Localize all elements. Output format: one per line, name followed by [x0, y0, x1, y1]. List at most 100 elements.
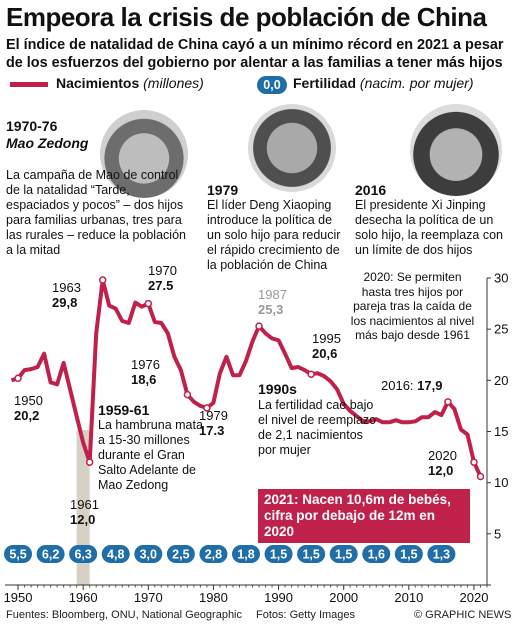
label-2016-year: 2016: [381, 378, 414, 393]
fertility-badge-label: 2,8 [205, 548, 222, 562]
famine-text: La hambruna mata a 15-30 millones durant… [98, 418, 203, 492]
fertility-badge: 1,8 [232, 545, 260, 563]
fertility-badge: 6,3 [69, 545, 98, 563]
x-tick-label: 1950 [4, 590, 33, 605]
births-point [307, 370, 315, 378]
fertility-badge: 1,5 [297, 545, 326, 563]
x-tick-label: 1980 [199, 590, 228, 605]
fertility-badges: 5,5 6,2 6,3 4,8 3,0 2,5 2,8 1,8 1,5 1,5 1,5 1,6 1,5 1… [4, 545, 456, 563]
fertility-badge-label: 5,5 [9, 548, 26, 562]
point-markers [14, 276, 485, 481]
xi-text: El presidente Xi Jinping desecha la polí… [355, 198, 503, 257]
deng-text: El líder Deng Xiaoping introduce la polí… [207, 198, 341, 272]
y-tick-label: 25 [494, 322, 508, 337]
fertility-badge: 1,3 [427, 545, 456, 563]
fertility-badge: 2,5 [166, 545, 195, 563]
fertility-badge-bg [394, 545, 423, 563]
fertility-badge-label: 1,3 [433, 548, 450, 562]
label-1963-year: 1963 [52, 280, 81, 295]
mao-text: La campaña de Mao de control de la natal… [6, 168, 186, 257]
births-point [203, 404, 211, 412]
y-tick-label: 5 [494, 526, 501, 541]
footer-sources: Fuentes: Bloomberg, ONU, National Geogra… [6, 609, 243, 621]
fertility-badge-bg [134, 545, 163, 563]
legend-births-unit: (millones) [143, 75, 204, 91]
fertility-badge: 1,6 [362, 545, 391, 563]
x-tick-label: 1990 [264, 590, 293, 605]
xi-year: 2016 [355, 182, 387, 198]
fertility-badge-label: 1,5 [335, 548, 352, 562]
xi-portrait [410, 104, 502, 196]
births-point [98, 276, 107, 284]
label-1976-value: 18,6 [131, 372, 157, 387]
fertility-badge-label: 3,0 [140, 548, 157, 562]
births-point [144, 299, 153, 308]
legend-births-swatch [10, 82, 48, 87]
fertility-badge-label: 1,5 [302, 548, 319, 562]
label-2016-value: 17,9 [417, 378, 443, 393]
fertility-badge-bg [427, 545, 456, 563]
y-tick-label: 10 [494, 475, 508, 490]
fertility-badge-label: 1,8 [237, 548, 254, 562]
label-1950-value: 20,2 [14, 408, 40, 423]
births-point [183, 390, 192, 399]
label-1995-value: 20,6 [312, 346, 338, 361]
x-tick-label: 1960 [69, 590, 98, 605]
label-1970-year: 1970 [148, 263, 177, 278]
fertility-badge-label: 1,5 [400, 548, 417, 562]
y-tick-label: 30 [494, 271, 508, 286]
callout-2021: 2021: Nacen 10,6m de bebés, cifra por de… [258, 489, 470, 543]
mao-years: 1970-76 [6, 118, 58, 134]
famine-years: 1959-61 [98, 402, 150, 418]
fertility-badge: 6,2 [36, 545, 65, 563]
x-tick-label: 1970 [134, 590, 163, 605]
fertility-badge: 3,0 [134, 545, 163, 563]
fertility-badge: 5,5 [4, 545, 33, 563]
label-2020-year: 2020 [428, 448, 457, 463]
label-1979-value: 17.3 [199, 423, 225, 438]
y-tick-label: 15 [494, 424, 508, 439]
legend-births: Nacimientos (millones) [56, 75, 204, 91]
legend-fertility-unit: (nacim. por mujer) [359, 75, 474, 91]
label-1970-value: 27.5 [148, 278, 174, 293]
label-1987-value: 25,3 [258, 302, 284, 317]
fertility-badge-label: 1,5 [270, 548, 287, 562]
legend-fertility-label: Fertilidad [293, 75, 357, 91]
fertility-badge-bg [4, 545, 33, 563]
fertility-badge-bg [199, 545, 228, 563]
label-1979-year: 1979 [199, 408, 228, 423]
label-2016: 2016: 17,9 [381, 378, 442, 393]
y-tick-label: 20 [494, 373, 508, 388]
legend-births-label: Nacimientos [56, 75, 140, 91]
fertility-badge-bg [69, 545, 98, 563]
births-point [255, 322, 263, 330]
fertility-badge-label: 6,2 [42, 548, 59, 562]
x-tick-label: 2000 [329, 590, 358, 605]
fertility-badge-bg [264, 545, 293, 563]
fertility-badge-label: 1,6 [368, 548, 385, 562]
fertility-badge: 1,5 [394, 545, 423, 563]
legend-fertility: Fertilidad (nacim. por mujer) [293, 75, 474, 91]
legend-fertility-badge: 0,0 [257, 76, 287, 94]
policy-2020-text: 2020: Se permiten hasta tres hijos por p… [350, 270, 475, 342]
page-title: Empeora la crisis de población de China [6, 2, 487, 32]
fertility-badge: 2,8 [199, 545, 228, 563]
fertility-badge: 1,5 [329, 545, 358, 563]
deng-portrait [248, 104, 336, 192]
fertility-badge-bg [36, 545, 65, 563]
label-1976-year: 1976 [131, 357, 160, 372]
nineties-text: La fertilidad cae bajo el nivel de reemp… [258, 398, 377, 457]
births-point [476, 472, 485, 481]
label-1961-year: 1961 [70, 497, 99, 512]
chart-axes: 1950 1960 1970 1980 1990 2000 2010 202051015202… [4, 271, 509, 606]
births-point [14, 374, 22, 383]
births-point [470, 458, 478, 466]
fertility-badge-bg [101, 545, 130, 563]
births-point [85, 458, 94, 466]
fertility-badge-bg [362, 545, 391, 563]
label-1950-year: 1950 [14, 393, 43, 408]
label-2020-value: 12,0 [428, 463, 454, 478]
fertility-badge-bg [297, 545, 326, 563]
nineties-years: 1990s [258, 381, 297, 397]
